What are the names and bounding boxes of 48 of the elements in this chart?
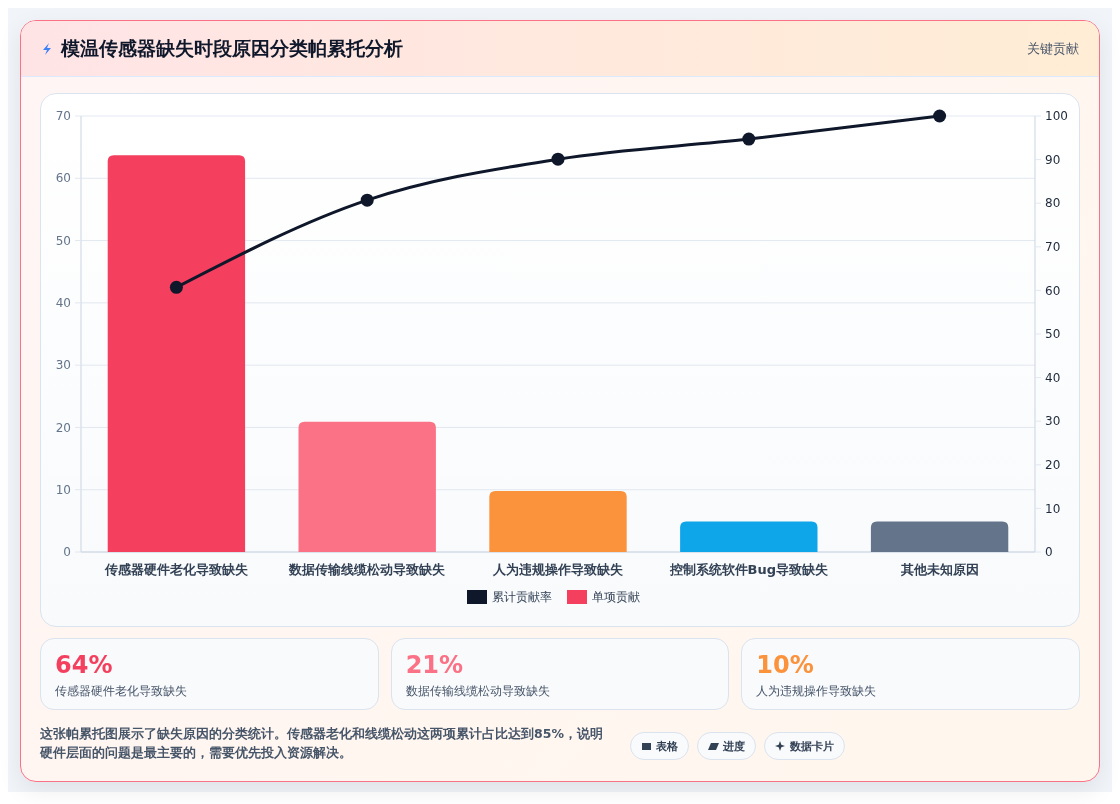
text: 人为违规操作导致缺失 <box>756 683 878 700</box>
chart-subtitle: 关键贡献 <box>1027 39 1079 58</box>
text: 进度 <box>697 732 756 760</box>
text: 64% <box>55 651 114 679</box>
y2-tick-label: 100 <box>1045 109 1068 124</box>
point <box>742 132 756 146</box>
y2-tick-label: 50 <box>1045 327 1061 342</box>
text: 这张帕累托图展示了缺失原因的分类统计。传感器老化和线缆松动这两项累计占比达到85%，说明硬件层面的问题是最主要的，需要优先投入资源解决。 <box>40 725 604 762</box>
y2-tick-label: 60 <box>1045 283 1061 298</box>
text: 表格 <box>630 732 689 760</box>
x-tick-label: 其他未知原因 <box>899 562 979 577</box>
y2-tick-label: 80 <box>1045 196 1061 211</box>
y-tick-label: 40 <box>55 296 71 311</box>
y-tick-label: 30 <box>55 358 71 373</box>
bar <box>680 521 818 552</box>
y2-tick-label: 40 <box>1045 370 1061 385</box>
text: 21% <box>405 651 465 679</box>
x-tick-label: 人为违规操作导致缺失 <box>492 562 624 577</box>
y-tick-label: 20 <box>55 420 71 435</box>
y2-tick-label: 90 <box>1045 152 1061 167</box>
legend-label: 单项贡献 <box>592 590 640 605</box>
text: 数据传输线缆松动导致缺失 <box>405 683 551 700</box>
y-tick-label: 10 <box>55 482 71 497</box>
x-tick-label: 数据传输线缆松动导致缺失 <box>288 562 447 577</box>
point <box>551 152 565 166</box>
y-tick-label: 0 <box>63 545 71 560</box>
y2-tick-label: 0 <box>1045 545 1053 560</box>
bar <box>870 521 1009 552</box>
point <box>933 109 947 123</box>
y2-tick-label: 70 <box>1045 240 1061 254</box>
x-tick-label: 传感器硬件老化导致缺失 <box>103 562 249 577</box>
text: 10% <box>756 651 815 679</box>
bar <box>489 490 627 552</box>
point <box>169 280 183 294</box>
y-tick-label: 70 <box>55 109 71 124</box>
x-tick-label: 控制系统软件Bug导致缺失 <box>668 562 830 577</box>
text: 数据卡片 <box>764 732 845 760</box>
y2-tick-label: 20 <box>1045 458 1061 472</box>
y-tick-label: 50 <box>55 233 71 248</box>
legend-label: 累计贡献率 <box>492 590 552 605</box>
y2-tick-label: 30 <box>1045 414 1061 429</box>
bar <box>107 155 246 552</box>
chart-title: 模温传感器缺失时段原因分类帕累托分析 <box>61 35 403 61</box>
y2-tick-label: 10 <box>1045 501 1061 516</box>
y-tick-label: 60 <box>55 171 71 186</box>
bar <box>298 421 436 552</box>
text: 传感器硬件老化导致缺失 <box>55 683 188 700</box>
point <box>360 193 374 207</box>
